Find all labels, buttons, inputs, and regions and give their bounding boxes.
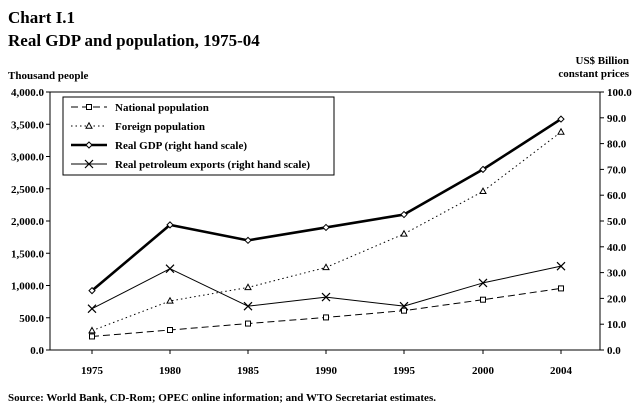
left-axis-tick-label: 4,000.0: [11, 87, 45, 99]
legend-box: [62, 96, 335, 176]
series-3-point: [166, 221, 174, 229]
right-axis-tick-label: 70.0: [607, 164, 627, 176]
series-4-point: [399, 301, 409, 311]
series-2-point: [166, 296, 174, 304]
right-axis-tick-label: 30.0: [607, 268, 627, 280]
right-axis-tick-label: 10.0: [607, 319, 627, 331]
right-axis-tick-label: 60.0: [607, 190, 627, 202]
legend-label-2: Foreign population: [115, 121, 205, 133]
right-axis-label-line2: constant prices: [558, 68, 629, 80]
series-4-point: [87, 304, 97, 314]
x-axis-tick-label: 1980: [159, 365, 182, 377]
legend-marker-1: [86, 104, 92, 110]
right-axis-tick-label: 80.0: [607, 139, 627, 151]
series-3-point: [557, 115, 565, 123]
right-axis-tick-label: 90.0: [607, 113, 627, 125]
right-axis-tick-label: 0.0: [607, 345, 621, 357]
series-3-point: [400, 210, 408, 219]
right-axis-tick-label: 50.0: [607, 216, 627, 228]
legend-label-3: Real GDP (right hand scale): [115, 140, 247, 152]
chart-title: Chart I.1: [8, 8, 76, 27]
series-1-point: [558, 285, 564, 292]
left-axis-tick-label: 0.0: [30, 345, 44, 357]
left-axis-tick-label: 3,500.0: [11, 119, 45, 131]
x-axis-tick-label: 1990: [315, 365, 338, 377]
series-1-point: [323, 314, 329, 321]
left-axis-tick-label: 2,500.0: [11, 184, 45, 196]
x-axis-tick-label: 2000: [472, 365, 495, 377]
series-2-point: [557, 127, 565, 135]
series-2-point: [479, 187, 487, 195]
series-4-point: [321, 292, 331, 302]
right-axis-label-line1: US$ Billion: [575, 55, 630, 67]
series-line-4: [91, 265, 562, 310]
legend-marker-3: [85, 141, 93, 149]
left-axis-tick-label: 1,000.0: [11, 281, 45, 293]
series-1-point: [167, 327, 173, 334]
series-1-point: [480, 296, 486, 303]
series-3-point: [88, 286, 96, 295]
series-4-point: [165, 264, 175, 274]
chart-subtitle: Real GDP and population, 1975-04: [8, 31, 260, 50]
left-axis-label: Thousand people: [8, 70, 89, 82]
x-axis-tick-label: 2004: [550, 365, 573, 377]
legend-marker-2: [85, 121, 93, 129]
source-note: Source: World Bank, CD-Rom; OPEC online …: [8, 392, 436, 404]
legend-marker-4: [84, 159, 94, 169]
right-axis-tick-label: 40.0: [607, 242, 627, 254]
series-3-point: [322, 223, 330, 232]
series-4-point: [478, 278, 488, 288]
left-axis-tick-label: 3,000.0: [11, 152, 45, 164]
series-2-point: [244, 283, 252, 291]
x-axis-tick-label: 1985: [237, 365, 260, 377]
series-2-point: [88, 326, 96, 334]
left-axis-tick-label: 500.0: [19, 313, 44, 325]
series-1-point: [401, 307, 407, 314]
legend-label-4: Real petroleum exports (right hand scale…: [115, 159, 310, 171]
series-1-point: [245, 320, 251, 327]
left-axis-tick-label: 1,500.0: [11, 248, 45, 260]
series-3-point: [479, 165, 487, 174]
series-2-point: [400, 229, 408, 237]
legend-label-1: National population: [115, 102, 209, 114]
series-4-point: [243, 301, 253, 311]
series-4-point: [556, 261, 566, 271]
right-axis-tick-label: 100.0: [607, 87, 632, 99]
right-axis-tick-label: 20.0: [607, 293, 627, 305]
series-line-1: [91, 287, 562, 337]
series-3-point: [244, 236, 252, 245]
right-axis-label: US$ Billion constant prices: [558, 55, 629, 81]
left-axis-tick-label: 2,000.0: [11, 216, 45, 228]
x-axis-tick-label: 1995: [393, 365, 416, 377]
series-1-point: [89, 333, 95, 340]
series-2-point: [322, 263, 330, 271]
x-axis-tick-label: 1975: [81, 365, 104, 377]
